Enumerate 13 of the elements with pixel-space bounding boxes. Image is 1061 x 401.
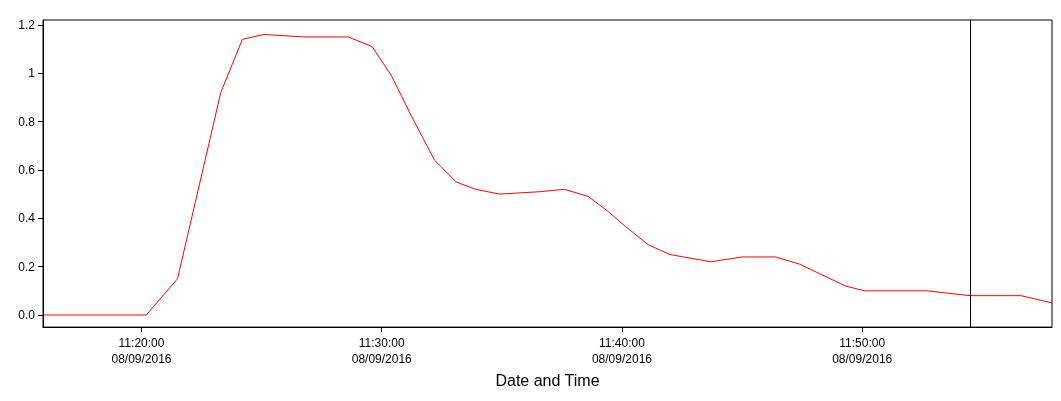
- x-tick-label: 11:50:00 08/09/2016: [832, 336, 893, 367]
- y-tick-label: 1.2: [18, 17, 36, 32]
- x-axis-title: Date and Time: [495, 371, 600, 389]
- x-tick-label: 11:30:00 08/09/2016: [351, 336, 413, 367]
- x-tick-label: 11:20:00 08/09/2016: [111, 336, 172, 367]
- y-tick-label: 0.0: [18, 308, 36, 323]
- x-tick-label: 11:40:00 08/09/2016: [591, 336, 653, 367]
- y-tick-label: 0.2: [18, 259, 36, 274]
- y-tick-label: 0.8: [18, 114, 36, 129]
- line-series: [42, 34, 1053, 316]
- y-tick-label: 0.6: [18, 162, 36, 177]
- y-tick-label: 1: [28, 66, 36, 81]
- y-tick-label: 0.4: [18, 211, 36, 226]
